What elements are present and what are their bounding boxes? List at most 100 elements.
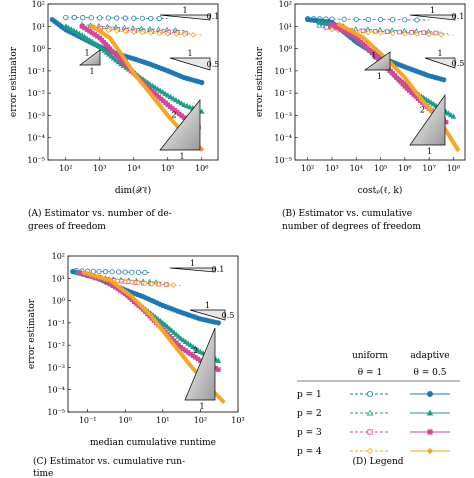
adaptive-point-p2 [65,24,72,30]
adaptive-point-p2 [187,104,193,110]
adaptive-point-p2 [81,33,88,39]
uniform-point-p1 [90,268,96,274]
adaptive-point-p2 [157,87,164,93]
y-tick-label: 10⁻³ [274,111,292,120]
adaptive-point-p3 [216,367,221,372]
x-tick-label: 10⁰ [119,416,132,425]
y-tick-label: 10⁰ [32,45,45,54]
y-tick-label: 10⁻⁵ [27,156,45,165]
slope-label: 1 [84,48,89,57]
uniform-point-p4 [173,31,180,37]
legend-caption: (D) Legend [352,456,403,467]
adaptive-point-p2 [319,19,326,26]
uniform-point-p4 [329,26,335,33]
adaptive-point-p2 [103,49,110,55]
adaptive-point-p2 [110,55,117,61]
uniform-point-p4 [105,27,112,34]
legend-uniform-marker-p3 [367,429,373,435]
y-tick-label: 10¹ [52,274,65,283]
legend-uniform-marker-p1 [366,390,373,397]
uniform-point-p1 [105,15,111,21]
adaptive-point-p2 [79,32,85,38]
slope-label: 1 [199,402,204,411]
uniform-point-p1 [122,15,128,21]
adaptive-point-p2 [108,53,115,59]
panel-a-frame [47,3,219,161]
x-tick-label: 10⁴ [350,164,363,173]
adaptive-point-p2 [425,97,432,104]
adaptive-point-p2 [423,96,430,102]
panel-c-caption-line-2: time [33,469,53,478]
uniform-point-p1 [131,15,137,21]
panel-b-y-label: error estimator [255,46,265,117]
y-tick-label: 10⁻¹ [47,319,65,328]
legend-rows: p = 1 p = 2 p = 3 p = 4 [297,390,450,457]
slope-triangle-small [169,57,211,71]
uniform-point-p4 [402,31,408,37]
adaptive-point-p2 [170,95,177,101]
uniform-point-p2 [316,22,323,28]
adaptive-point-p2 [192,345,199,351]
x-tick-label: 10³ [231,416,244,425]
uniform-point-p4 [135,280,142,286]
slope-label: 1 [179,152,184,161]
adaptive-point-p4 [102,31,108,38]
x-tick-label: 10² [59,164,72,173]
uniform-point-p1 [390,17,396,23]
legend-col-adaptive: adaptive [410,351,449,361]
slope-label: 1 [187,49,192,58]
adaptive-point-p2 [215,357,222,363]
panel-c-marks [70,268,226,405]
adaptive-point-p2 [94,42,101,48]
adaptive-point-p2 [154,85,161,92]
uniform-point-p4 [170,282,177,288]
y-tick-label: 10² [279,0,292,9]
panel-c: 10⁻¹ 10⁰ 10¹ 10² 10³ 10²10¹10⁰10⁻¹10⁻²10⁻³10… [27,252,245,478]
uniform-point-p4 [139,29,146,36]
adaptive-point-p2 [149,82,156,89]
x-tick-label: 10⁵ [374,164,387,173]
adaptive-point-p2 [162,321,168,327]
uniform-point-p1 [414,17,420,23]
slope-label: 0.1 [452,12,465,21]
slope-triangle-small [189,309,226,321]
uniform-point-p1 [139,15,145,21]
y-tick-label: 10² [32,0,45,9]
adaptive-point-p2 [157,317,164,324]
adaptive-point-p4 [350,29,356,35]
uniform-point-p4 [377,30,384,36]
uniform-point-p4 [182,31,188,38]
uniform-point-p4 [365,29,372,36]
slope-triangle [363,51,391,71]
adaptive-point-p2 [164,92,171,98]
x-tick-label: 10⁶ [398,164,411,173]
x-tick-label: 10⁶ [195,164,208,173]
x-tick-label: 10⁻¹ [79,416,97,425]
y-tick-label: 10⁻⁵ [47,408,65,417]
uniform-point-p4 [142,280,148,287]
uniform-point-p1 [341,16,347,22]
adaptive-point-p2 [171,329,177,335]
adaptive-point-p2 [180,337,187,343]
uniform-point-p4 [163,281,169,288]
adaptive-point-p4 [99,30,106,36]
y-tick-label: 10⁻³ [47,363,65,372]
adaptive-point-p2 [190,343,196,349]
uniform-point-p1 [88,15,94,21]
uniform-point-p4 [114,28,120,34]
y-tick-label: 10⁻¹ [27,67,45,76]
uniform-point-p4 [156,281,162,288]
legend-adaptive-marker-p3 [427,429,433,435]
adaptive-point-p1 [441,77,447,83]
slope-triangle-small [159,14,211,21]
uniform-point-p4 [148,30,154,36]
adaptive-point-p2 [159,89,166,95]
y-tick-label: 10⁰ [52,297,65,306]
adaptive-point-p2 [197,348,204,355]
slope-label: 1 [182,6,187,15]
panel-c-y-label: error estimator [27,298,37,369]
slope-label: 0.1 [207,12,220,21]
x-tick-label: 10² [301,164,314,173]
uniform-point-p4 [389,30,396,37]
